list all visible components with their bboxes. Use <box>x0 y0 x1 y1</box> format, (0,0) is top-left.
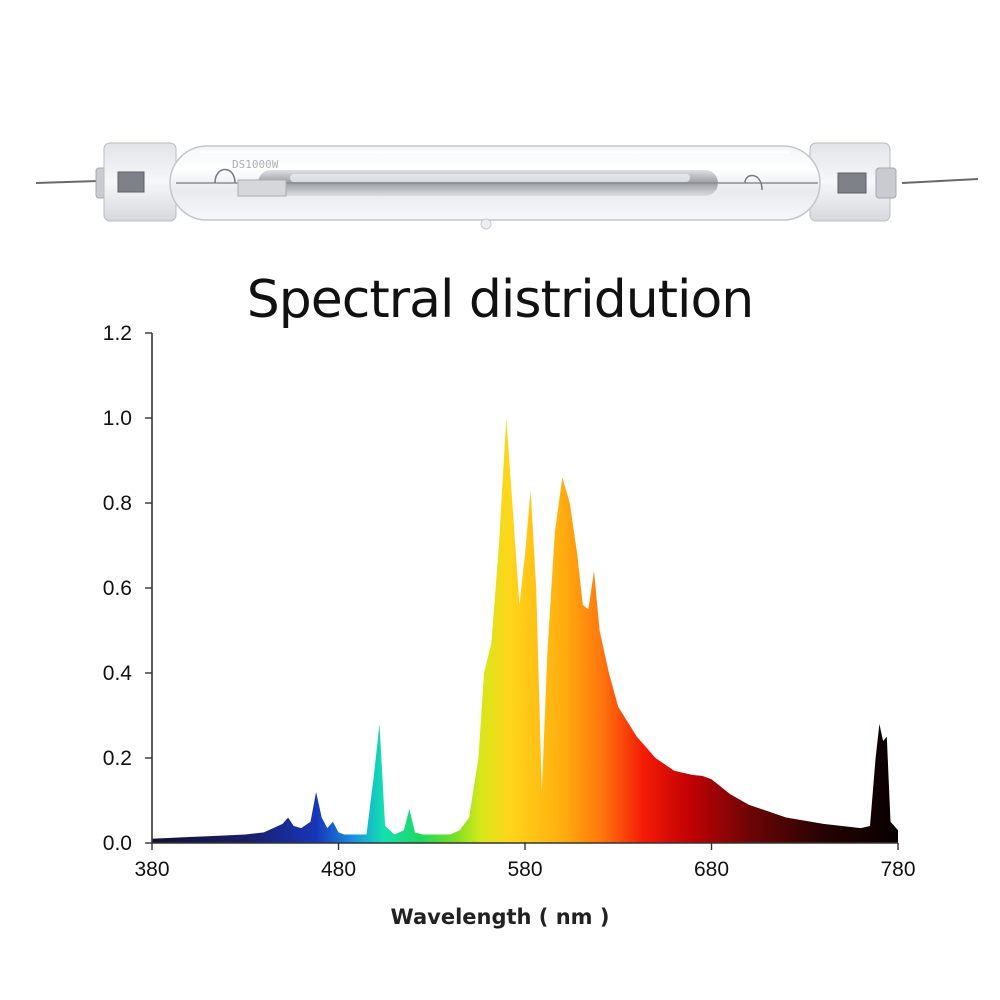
y-tick-label: 0.2 <box>103 747 132 770</box>
lamp-product-image: DS1000W <box>35 142 979 230</box>
y-tick-label: 0.0 <box>103 832 132 855</box>
lamp-wire-right <box>901 178 979 184</box>
y-tick-label: 1.0 <box>103 407 132 430</box>
x-tick-label: 580 <box>507 858 542 881</box>
x-axis-label: Wavelength ( nm ) <box>390 905 610 929</box>
axes: 0.0 0.2 0.4 0.6 0.8 1.0 1.2 380 480 580 680 780 <box>103 322 916 881</box>
x-tick-label: 680 <box>694 858 729 881</box>
lamp-glass-nub <box>480 218 492 230</box>
lamp-wire-left <box>35 180 99 184</box>
y-tick-label: 1.2 <box>103 322 132 345</box>
y-tick-label: 0.8 <box>103 492 132 515</box>
x-tick-label: 480 <box>321 858 356 881</box>
spectrum-area-0 <box>152 418 898 843</box>
lamp-end-cap-left <box>95 142 177 222</box>
lamp-support-wires <box>176 168 818 197</box>
lamp-end-cap-right <box>809 142 897 222</box>
x-tick-label: 780 <box>880 858 915 881</box>
x-tick-label: 380 <box>134 858 169 881</box>
y-tick-label: 0.6 <box>103 577 132 600</box>
plot-area <box>152 418 898 843</box>
y-tick-label: 0.4 <box>103 662 133 685</box>
chart-title: Spectral distridution <box>246 270 755 330</box>
lamp-print-text: DS1000W <box>232 158 279 171</box>
